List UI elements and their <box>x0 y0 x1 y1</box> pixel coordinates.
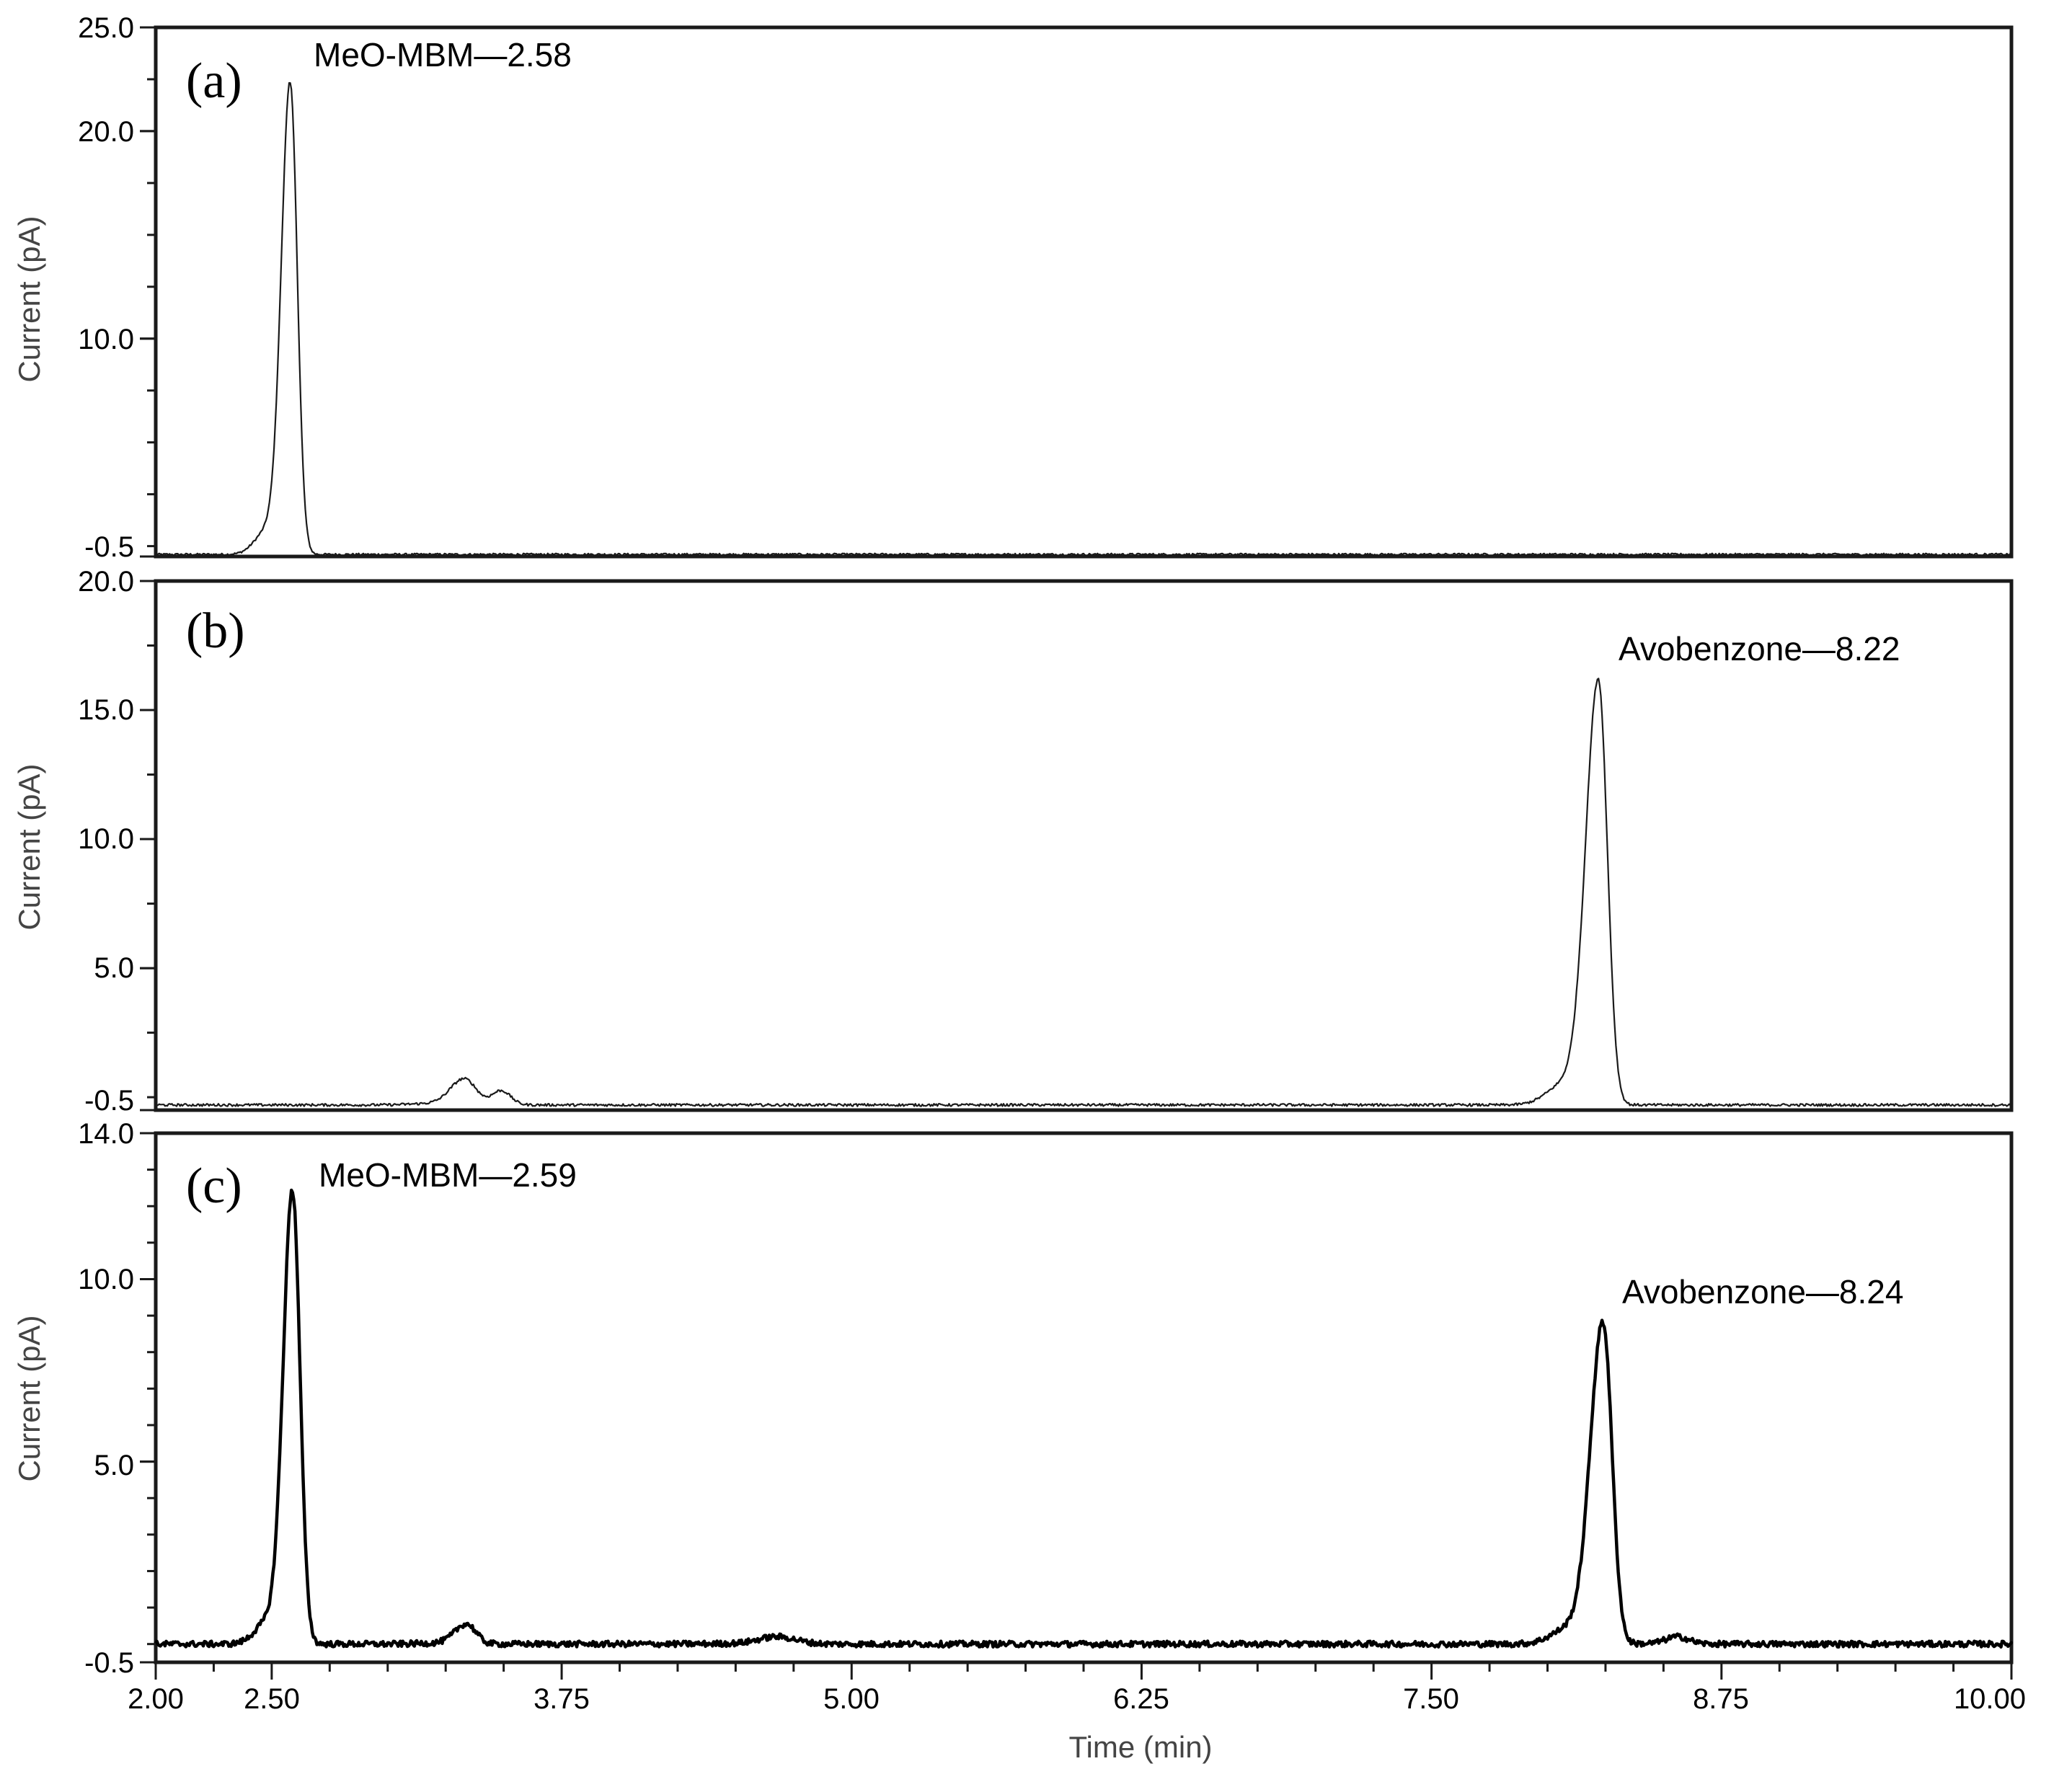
x-tick-label: 2.00 <box>128 1683 184 1715</box>
x-axis-title: Time (min) <box>1068 1730 1212 1764</box>
panel-a-y-tick-label: 10.0 <box>78 324 134 355</box>
panel-b-peak-label-avobenzone: Avobenzone—8.22 <box>1619 630 1900 668</box>
panel-c: (c) Current (pA) 14.0 10.0 5.0 -0.5 2.00… <box>12 1118 2026 1764</box>
x-tick-label: 5.00 <box>823 1683 880 1715</box>
x-tick-label: 3.75 <box>534 1683 590 1715</box>
panel-c-y-tick-label: 10.0 <box>78 1264 134 1295</box>
panel-c-y-axis-title: Current (pA) <box>12 1315 46 1481</box>
panel-a: (a) Current (pA) 25.0 20.0 10.0 -0.5 MeO… <box>12 12 2014 563</box>
axis-ticks <box>140 26 2013 1680</box>
panel-b-y-tick-label: -0.5 <box>84 1085 134 1117</box>
panel-c-trace-line <box>154 1188 2014 1649</box>
panel-b-frame <box>154 579 2014 1112</box>
x-tick-label: 2.50 <box>244 1683 300 1715</box>
panel-c-letter: (c) <box>186 1158 242 1214</box>
panel-a-letter: (a) <box>186 53 242 109</box>
panel-a-y-axis-title: Current (pA) <box>12 216 46 382</box>
panel-b-y-tick-label: 5.0 <box>94 952 134 984</box>
panel-a-y-axis: 25.0 20.0 10.0 -0.5 <box>78 12 157 563</box>
panel-b-y-tick-label: 20.0 <box>78 566 134 598</box>
panel-c-frame <box>154 1131 2014 1664</box>
panel-b-trace-line <box>154 678 2013 1107</box>
panel-a-frame <box>154 25 2014 559</box>
x-tick-label: 8.75 <box>1693 1683 1749 1715</box>
panel-c-x-axis: 2.00 2.50 3.75 5.00 6.25 7.50 8.75 10.00… <box>128 1683 2026 1764</box>
x-tick-label: 7.50 <box>1403 1683 1459 1715</box>
panel-b-y-axis: 20.0 15.0 10.0 5.0 -0.5 <box>78 566 134 1117</box>
panel-a-y-tick-label: 25.0 <box>78 12 134 44</box>
panel-c-y-tick-label: -0.5 <box>84 1647 134 1679</box>
x-tick-label: 10.00 <box>1954 1683 2026 1715</box>
panel-c-peak-label-meo-mbm: MeO-MBM—2.59 <box>319 1156 577 1194</box>
panel-b-letter: (b) <box>186 603 245 659</box>
panel-c-peak-label-avobenzone: Avobenzone—8.24 <box>1622 1273 1903 1311</box>
panel-c-y-axis: 14.0 10.0 5.0 -0.5 <box>78 1118 134 1679</box>
panel-a-y-tick-label: -0.5 <box>84 531 134 563</box>
panel-c-y-tick-label: 14.0 <box>78 1118 134 1150</box>
panel-c-y-tick-label: 5.0 <box>94 1450 134 1481</box>
panel-b-y-tick-label: 15.0 <box>78 694 134 726</box>
panel-a-trace-line <box>154 81 2013 557</box>
panel-b-y-axis-title: Current (pA) <box>12 763 46 930</box>
x-tick-label: 6.25 <box>1113 1683 1169 1715</box>
panel-b-y-tick-label: 10.0 <box>78 823 134 855</box>
panel-a-y-tick-label: 20.0 <box>78 116 134 148</box>
panel-a-peak-label-meo-mbm: MeO-MBM—2.58 <box>314 36 572 74</box>
panel-b: (b) Current (pA) 20.0 15.0 10.0 5.0 -0.5… <box>12 566 2014 1117</box>
